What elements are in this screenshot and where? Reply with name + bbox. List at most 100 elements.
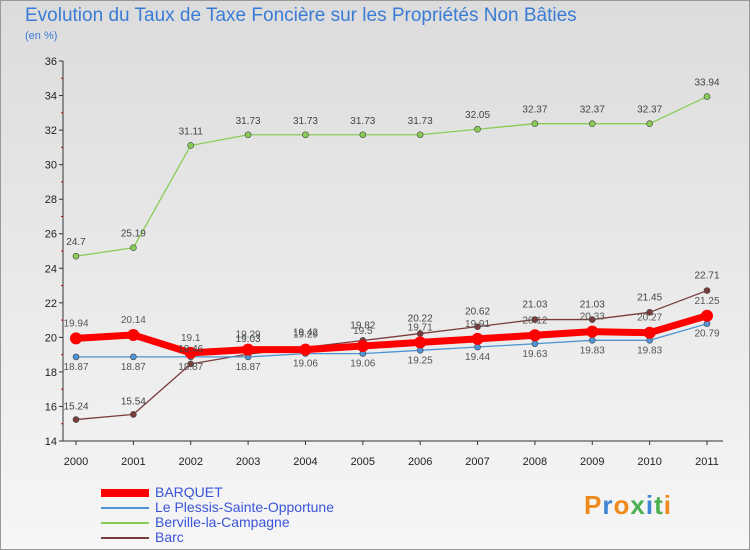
data-point — [127, 328, 140, 341]
data-label: 21.45 — [637, 292, 662, 303]
data-point — [588, 316, 596, 323]
x-tick-label: 2002 — [178, 456, 202, 468]
data-label: 20.22 — [408, 314, 433, 325]
data-point — [302, 131, 309, 139]
series-line-0 — [72, 312, 711, 357]
proxiti-logo: Proxiti — [584, 490, 672, 521]
legend-label: BARQUET — [155, 484, 223, 500]
x-tick-label: 2000 — [64, 456, 88, 468]
data-label: 19.29 — [236, 330, 261, 341]
data-point — [703, 287, 711, 294]
data-label: 32.37 — [580, 105, 605, 116]
data-point — [414, 336, 427, 349]
data-point — [299, 343, 312, 356]
data-label: 19.83 — [637, 345, 662, 356]
data-point — [474, 323, 481, 330]
data-label: 19.42 — [293, 327, 318, 338]
data-label: 24.7 — [66, 237, 86, 248]
data-point — [416, 131, 424, 139]
legend-swatch — [101, 488, 149, 497]
data-label: 32.37 — [637, 105, 662, 116]
data-point — [586, 325, 599, 338]
y-tick-label: 18 — [45, 367, 57, 379]
data-point — [701, 309, 713, 322]
data-label: 20.27 — [637, 313, 662, 324]
data-label: 20.62 — [465, 307, 490, 318]
data-point — [72, 416, 80, 423]
data-label: 19.29 — [293, 330, 318, 341]
chart-title: Evolution du Taux de Taxe Foncière sur l… — [25, 5, 577, 26]
data-label: 19.82 — [350, 320, 375, 331]
y-tick-label: 32 — [45, 125, 57, 137]
data-point — [187, 142, 195, 149]
data-point — [130, 244, 137, 252]
data-point — [646, 120, 653, 127]
data-label: 19.94 — [63, 318, 88, 329]
data-point — [359, 131, 367, 139]
series-layer — [70, 93, 713, 423]
x-tick-label: 2010 — [637, 456, 661, 468]
data-point — [130, 353, 137, 361]
legend-swatch — [101, 536, 149, 539]
data-label: 19.06 — [293, 359, 318, 370]
series-line-2 — [75, 95, 708, 257]
data-point — [643, 326, 656, 339]
logo-letter: o — [613, 490, 631, 520]
data-label: 31.73 — [293, 116, 318, 127]
data-label: 32.05 — [465, 110, 490, 121]
logo-letter: i — [663, 490, 672, 520]
legend-item: Barc — [101, 530, 334, 545]
data-point — [588, 120, 596, 127]
data-label: 31.73 — [350, 116, 375, 127]
data-point — [474, 125, 481, 133]
y-tick-label: 30 — [45, 160, 57, 172]
data-label: 33.94 — [694, 78, 719, 89]
logo-letter: i — [645, 490, 655, 520]
data-label: 22.71 — [694, 271, 719, 282]
data-label: 32.37 — [522, 105, 547, 116]
x-tick-label: 2005 — [351, 456, 375, 468]
y-tick-label: 24 — [45, 263, 57, 275]
y-tick-label: 16 — [45, 401, 57, 413]
data-label: 19.83 — [580, 345, 605, 356]
data-label: 19.03 — [236, 334, 261, 345]
data-point — [242, 343, 255, 356]
data-point — [187, 360, 195, 368]
data-label: 21.03 — [580, 300, 605, 311]
data-label: 19.91 — [465, 319, 490, 330]
y-tick-label: 20 — [45, 332, 57, 344]
y-tick-label: 26 — [45, 229, 57, 241]
data-point — [531, 316, 539, 323]
legend-item: BARQUET — [101, 485, 334, 500]
data-point — [703, 93, 711, 100]
logo-letter: r — [602, 490, 614, 520]
y-tick-label: 36 — [45, 56, 57, 68]
legend-label: Le Plessis-Sainte-Opportune — [155, 499, 334, 515]
data-label: 15.54 — [121, 396, 146, 407]
data-point — [588, 336, 596, 344]
data-label: 20.79 — [694, 329, 719, 340]
data-label: 19.06 — [350, 359, 375, 370]
data-label: 18.87 — [178, 362, 203, 373]
data-label: 20.12 — [522, 315, 547, 326]
data-point — [531, 120, 539, 127]
data-point — [531, 340, 539, 348]
x-tick-label: 2006 — [408, 456, 432, 468]
logo-letter: P — [584, 490, 603, 520]
data-label: 31.73 — [236, 116, 261, 127]
x-tick-label: 2008 — [523, 456, 547, 468]
legend-swatch — [101, 506, 149, 509]
x-tick-label: 2004 — [293, 456, 317, 468]
data-label: 21.03 — [522, 300, 547, 311]
data-label: 20.33 — [580, 312, 605, 323]
y-tick-label: 14 — [45, 436, 57, 448]
data-point — [130, 411, 137, 418]
legend-item: Berville-la-Campagne — [101, 515, 334, 530]
logo-letter: x — [630, 490, 646, 520]
data-label: 20.14 — [121, 315, 146, 326]
data-label: 19.1 — [181, 333, 201, 344]
y-tick-label: 28 — [45, 194, 57, 206]
